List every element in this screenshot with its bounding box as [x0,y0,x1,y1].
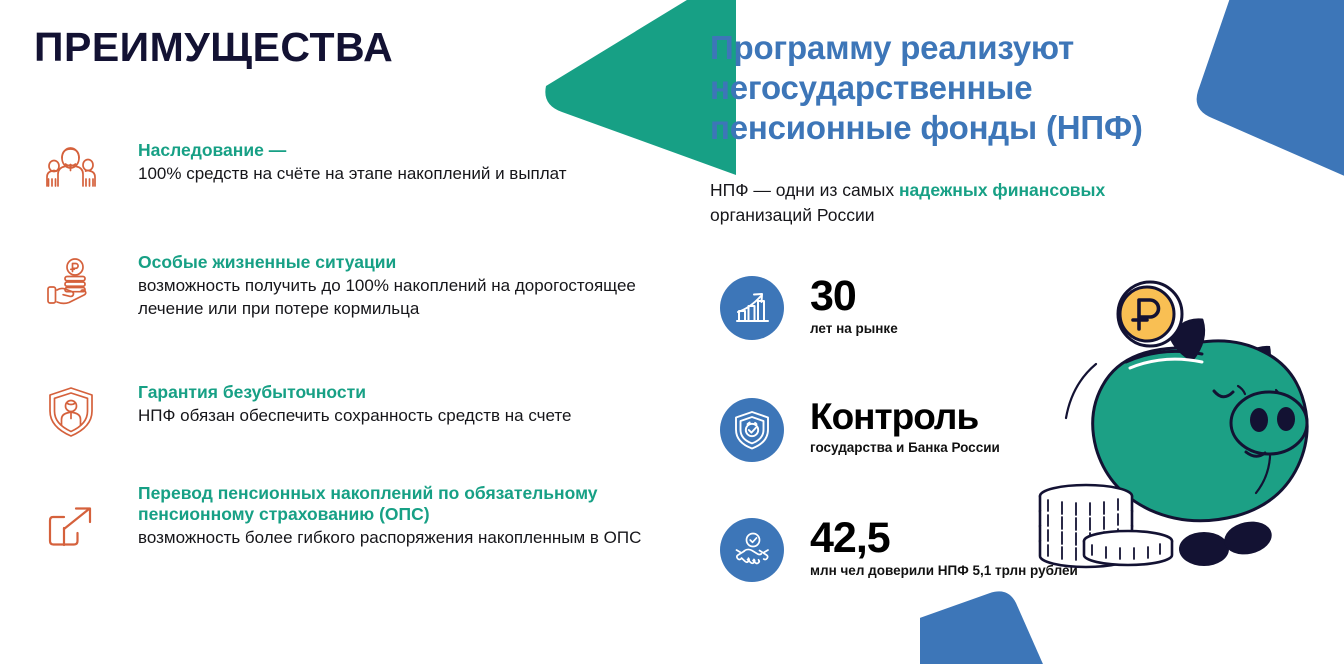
hand-with-coins-icon [34,252,108,310]
page-title: ПРЕИМУЩЕСТВА [34,24,394,70]
benefits-panel: ПРЕИМУЩЕСТВА Наследование — [34,24,672,553]
stat-value: 42,5 [810,514,891,562]
piggy-bank-illustration [1038,280,1309,569]
benefit-item-life-situations: Особые жизненные ситуации возможность по… [34,252,672,320]
handshake-check-icon [720,518,784,582]
stat-trusted-people: 42,5 млн чел доверили НПФ 5,1 трлн рубле… [720,514,1078,582]
stat-value: 30 [810,272,857,320]
right-panel-subtitle: НПФ — одни из самых надежных финансовых … [710,178,1190,228]
shield-person-icon [34,382,108,438]
growth-chart-icon [720,276,784,340]
right-panel-heading: Программу реализуют негосударственные пе… [710,29,1143,146]
nfp-panel: Программу реализуют негосударственные пе… [710,0,1344,664]
subtitle-highlight: надежных финансовых [898,180,1106,200]
stat-caption: государства и Банка России [810,440,1000,455]
stat-caption: лет на рынке [810,321,898,336]
benefit-title: Наследование — [138,140,287,160]
family-icon [34,140,108,192]
subtitle-suffix: организаций России [710,205,875,225]
benefit-item-guarantee: Гарантия безубыточности НПФ обязан обесп… [34,382,571,438]
subtitle-prefix: НПФ — одни из самых [710,180,899,200]
stat-caption: млн чел доверили НПФ 5,1 трлн рублей [810,563,1078,578]
benefit-body: 100% средств на счёте на этапе накоплени… [138,164,567,183]
benefit-body: возможность получить до 100% накоплений … [138,276,636,318]
shield-check-icon [720,398,784,462]
export-arrow-icon [34,483,108,553]
benefit-item-ops-transfer: Перевод пенсионных накоплений по обязате… [34,483,672,553]
stat-years-on-market: 30 лет на рынке [720,272,898,340]
benefit-title: Гарантия безубыточности [138,382,366,402]
benefit-item-inheritance: Наследование — 100% средств на счёте на … [34,140,567,192]
benefit-body: НПФ обязан обеспечить сохранность средст… [138,406,572,425]
benefit-body: возможность более гибкого распоряжения н… [138,528,642,547]
benefit-title: Перевод пенсионных накоплений по обязате… [138,483,598,524]
benefit-title: Особые жизненные ситуации [138,252,397,272]
stat-control: Контроль государства и Банка России [720,398,1000,462]
stat-value: Контроль [810,396,979,437]
